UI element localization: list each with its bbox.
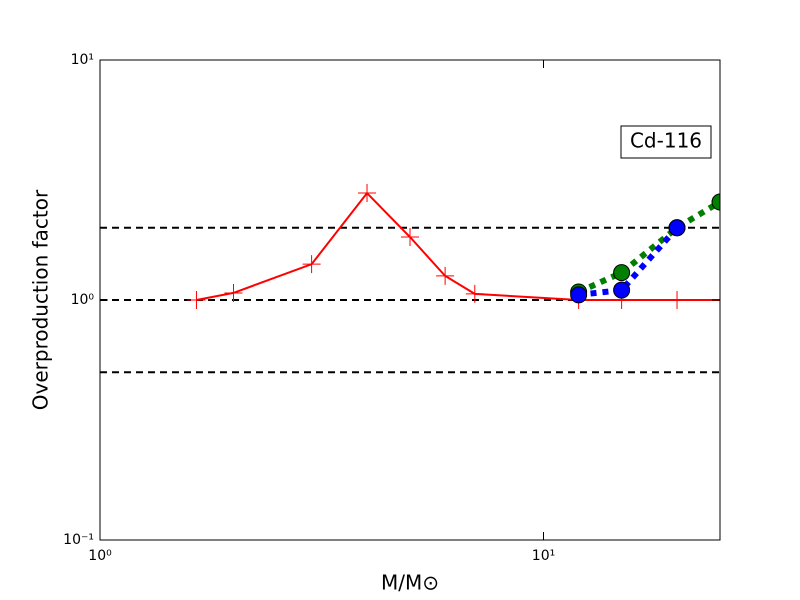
y-tick-label: 10⁰ [71, 292, 95, 308]
annotation: Cd-116 [630, 129, 702, 153]
data-point [358, 184, 377, 203]
data-point [711, 193, 720, 211]
x-tick-label: 10⁰ [88, 548, 112, 564]
data-point [436, 266, 455, 285]
plot-area [100, 184, 720, 374]
x-axis-label: M/M⊙ [381, 571, 439, 595]
data-point [613, 264, 631, 282]
data-point [401, 228, 419, 247]
data-point [613, 281, 631, 299]
y-tick-label: 10¹ [71, 52, 94, 68]
data-point [187, 291, 206, 309]
series-line [578, 225, 680, 298]
data-point [302, 255, 321, 274]
data-point [570, 286, 588, 304]
data-point [668, 291, 687, 309]
data-point [465, 284, 484, 303]
data-point [668, 219, 686, 237]
annotation-box [620, 125, 712, 159]
x-tick-label: 10¹ [532, 548, 555, 564]
y-tick-label: 10⁻¹ [63, 532, 94, 548]
data-point [224, 283, 243, 302]
y-axis-label: Overproduction factor [29, 189, 53, 410]
